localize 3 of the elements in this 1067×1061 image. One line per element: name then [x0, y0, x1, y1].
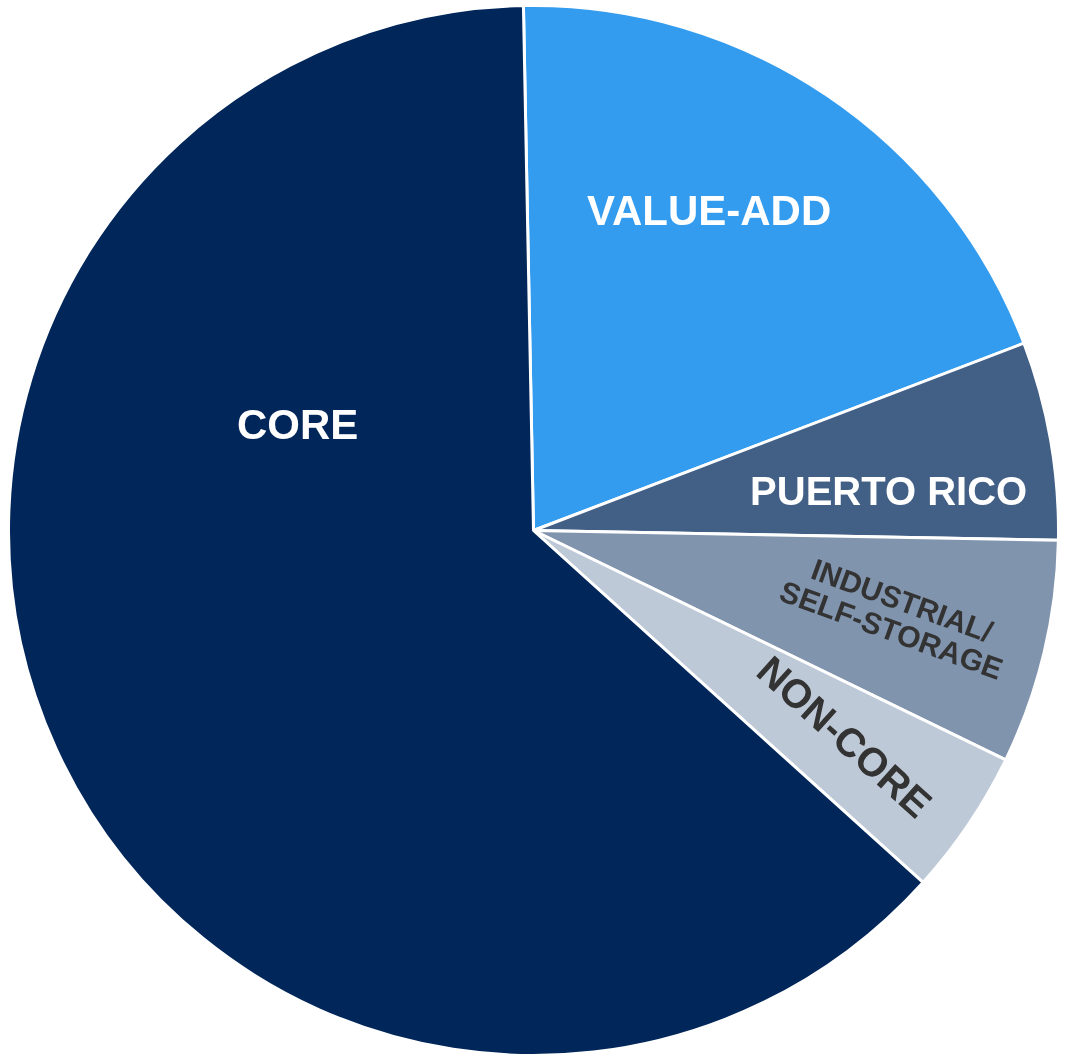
slice-label: CORE [236, 401, 359, 449]
slice-label: VALUE-ADD [587, 187, 832, 235]
slice-label: PUERTO RICO [750, 468, 1028, 513]
